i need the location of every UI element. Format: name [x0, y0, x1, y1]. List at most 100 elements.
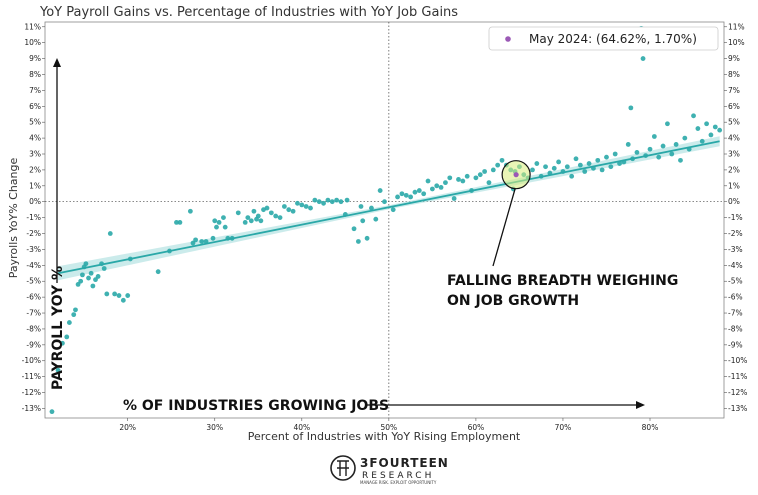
data-point: [334, 197, 340, 203]
data-point: [564, 164, 570, 170]
logo-tagline: MANAGE RISK. EXPLOIT OPPORTUNITY: [360, 480, 437, 485]
data-point: [88, 270, 94, 276]
data-point: [325, 197, 331, 203]
y-tick-label-right: 4%: [728, 134, 740, 143]
data-point: [316, 199, 322, 205]
data-point: [569, 173, 575, 179]
y-tick-label-left: -3%: [26, 245, 41, 254]
y-tick-label-right: -6%: [728, 293, 743, 302]
y-tick-label-right: 9%: [728, 54, 740, 63]
data-point: [78, 278, 84, 284]
y-tick-label-left: 3%: [29, 150, 41, 159]
y-tick-label-left: 2%: [29, 165, 41, 174]
data-point: [290, 208, 296, 214]
x-tick-label: 20%: [119, 423, 136, 432]
data-point: [577, 162, 583, 168]
y-tick-label-left: -13%: [22, 404, 41, 413]
data-point: [399, 191, 405, 197]
data-point: [416, 188, 422, 193]
data-point: [660, 143, 666, 149]
data-point: [264, 205, 270, 211]
data-point: [673, 142, 679, 147]
data-point: [355, 239, 361, 244]
data-point: [90, 283, 96, 289]
y-tick-label-left: 1%: [29, 181, 41, 190]
data-point: [534, 161, 540, 166]
data-point: [358, 204, 364, 209]
y-tick-label-left: -11%: [22, 372, 41, 381]
data-point: [268, 210, 274, 216]
data-point: [64, 334, 70, 340]
x-tick-label: 30%: [206, 423, 223, 432]
data-point: [412, 189, 418, 195]
y-tick-label-right: -1%: [728, 213, 743, 222]
data-point: [104, 291, 110, 297]
y-tick-label-left: 5%: [29, 118, 41, 127]
data-point: [482, 169, 488, 174]
data-point: [543, 164, 548, 170]
data-point: [187, 208, 193, 214]
y-tick-label-left: 11%: [24, 22, 41, 31]
annotation-arrows: [53, 58, 645, 409]
data-point: [447, 175, 453, 181]
data-point: [625, 142, 631, 147]
highlight-point: [513, 172, 519, 178]
data-point: [373, 216, 379, 222]
logo-mark-icon: [330, 455, 356, 481]
data-point: [390, 207, 396, 213]
data-point: [245, 215, 251, 221]
data-point: [299, 202, 305, 208]
data-point: [116, 293, 122, 298]
data-point: [628, 105, 634, 111]
y-tick-label-left: 7%: [29, 86, 41, 95]
regression-line-path: [57, 140, 720, 275]
y-tick-label-right: -8%: [728, 324, 743, 333]
y-tick-label-left: 0%: [29, 197, 41, 206]
data-point: [199, 239, 205, 244]
x-tick-label: 50%: [381, 423, 398, 432]
data-point: [647, 146, 653, 152]
highlight-marker: [501, 160, 531, 190]
data-point: [473, 175, 479, 181]
y-tick-label-right: 2%: [728, 165, 740, 174]
annotation-falling-breadth-line1: FALLING BREADTH WEIGHING: [447, 273, 678, 289]
data-point: [669, 151, 675, 157]
data-point: [351, 226, 357, 232]
data-point: [425, 178, 431, 184]
y-tick-label-left: -6%: [26, 293, 41, 302]
y-tick-label-right: -3%: [728, 245, 743, 254]
data-points: [49, 25, 723, 415]
legend-marker: [505, 36, 511, 42]
y-tick-label-left: -10%: [22, 356, 41, 365]
y-tick-label-right: 7%: [728, 86, 740, 95]
data-point: [312, 197, 318, 203]
data-point: [377, 188, 383, 193]
x-tick-label: 60%: [468, 423, 485, 432]
logo-name: 3FOURTEEN: [360, 456, 449, 470]
y-tick-label-left: 4%: [29, 134, 41, 143]
annotation-payroll-yoy: PAYROLL YOY %: [50, 266, 66, 390]
y-tick-label-right: 3%: [728, 150, 740, 159]
data-point: [408, 194, 414, 200]
data-point: [551, 165, 557, 171]
y-tick-label-right: 1%: [728, 181, 740, 190]
data-point: [86, 275, 91, 281]
logo-pi-icon: [337, 460, 349, 476]
data-point: [464, 173, 470, 179]
x-tick-label: 80%: [642, 423, 659, 432]
data-point: [277, 215, 283, 221]
horizontal-arrow-head: [636, 401, 645, 409]
data-point: [251, 208, 257, 214]
data-point: [486, 180, 492, 186]
data-point: [695, 126, 701, 131]
data-point: [434, 183, 440, 189]
data-point: [248, 218, 254, 224]
logo: 3FOURTEEN RESEARCH MANAGE RISK. EXPLOIT …: [330, 455, 449, 485]
legend: May 2024: (64.62%, 1.70%): [488, 26, 719, 51]
y-tick-label-right: -12%: [728, 388, 747, 397]
data-point: [586, 161, 592, 166]
data-point: [120, 297, 126, 303]
data-point: [556, 159, 562, 165]
